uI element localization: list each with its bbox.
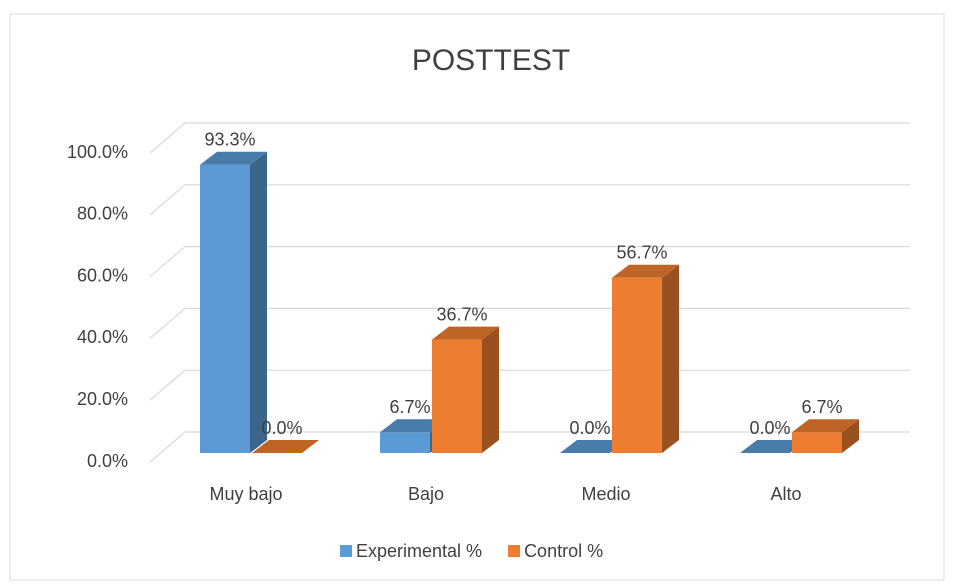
bar-top <box>432 326 499 340</box>
value-label: 6.7% <box>801 397 842 417</box>
x-tick-label: Alto <box>770 484 801 504</box>
bar-top <box>380 419 447 433</box>
chart-title: POSTTEST <box>412 44 570 77</box>
legend-swatch <box>340 545 352 557</box>
x-tick-label: Muy bajo <box>209 484 282 504</box>
y-tick-label: 80.0% <box>77 204 128 224</box>
bar <box>612 264 679 453</box>
bar-front <box>612 277 662 453</box>
bar <box>740 440 807 453</box>
y-tick-label: 0.0% <box>87 451 128 471</box>
bar-front <box>380 432 430 453</box>
bar-top <box>200 151 267 165</box>
bar <box>252 440 319 453</box>
legend-label: Control % <box>524 541 603 561</box>
value-label: 56.7% <box>616 243 667 263</box>
bar-top <box>252 440 319 453</box>
value-label: 93.3% <box>204 129 255 149</box>
bar-top <box>740 440 807 453</box>
value-label: 6.7% <box>389 397 430 417</box>
x-tick-label: Bajo <box>408 484 444 504</box>
bar-front <box>792 432 842 453</box>
grid-line <box>149 184 910 216</box>
bar-front <box>432 339 482 453</box>
value-label: 0.0% <box>261 418 302 438</box>
bar <box>792 419 859 453</box>
bar <box>200 151 267 453</box>
bar-top <box>560 440 627 453</box>
grid-line <box>149 122 910 154</box>
value-label: 0.0% <box>749 418 790 438</box>
legend-swatch <box>508 545 521 557</box>
bar <box>560 440 627 453</box>
value-label: 36.7% <box>436 304 487 324</box>
bar-side <box>250 151 267 453</box>
bar-side <box>842 419 859 453</box>
legend-label: Experimental % <box>356 541 482 561</box>
bar <box>432 326 499 453</box>
value-label: 0.0% <box>569 418 610 438</box>
y-tick-label: 100.0% <box>67 142 128 162</box>
bar-front <box>200 164 250 453</box>
y-tick-label: 60.0% <box>77 265 128 285</box>
bar-side <box>482 326 499 453</box>
bar-top <box>612 264 679 278</box>
bar-top <box>792 419 859 433</box>
x-tick-label: Medio <box>581 484 630 504</box>
bar-side <box>662 264 679 453</box>
grid-line <box>149 246 910 278</box>
chart-border <box>9 13 945 581</box>
y-tick-label: 40.0% <box>77 327 128 347</box>
y-tick-label: 20.0% <box>77 389 128 409</box>
